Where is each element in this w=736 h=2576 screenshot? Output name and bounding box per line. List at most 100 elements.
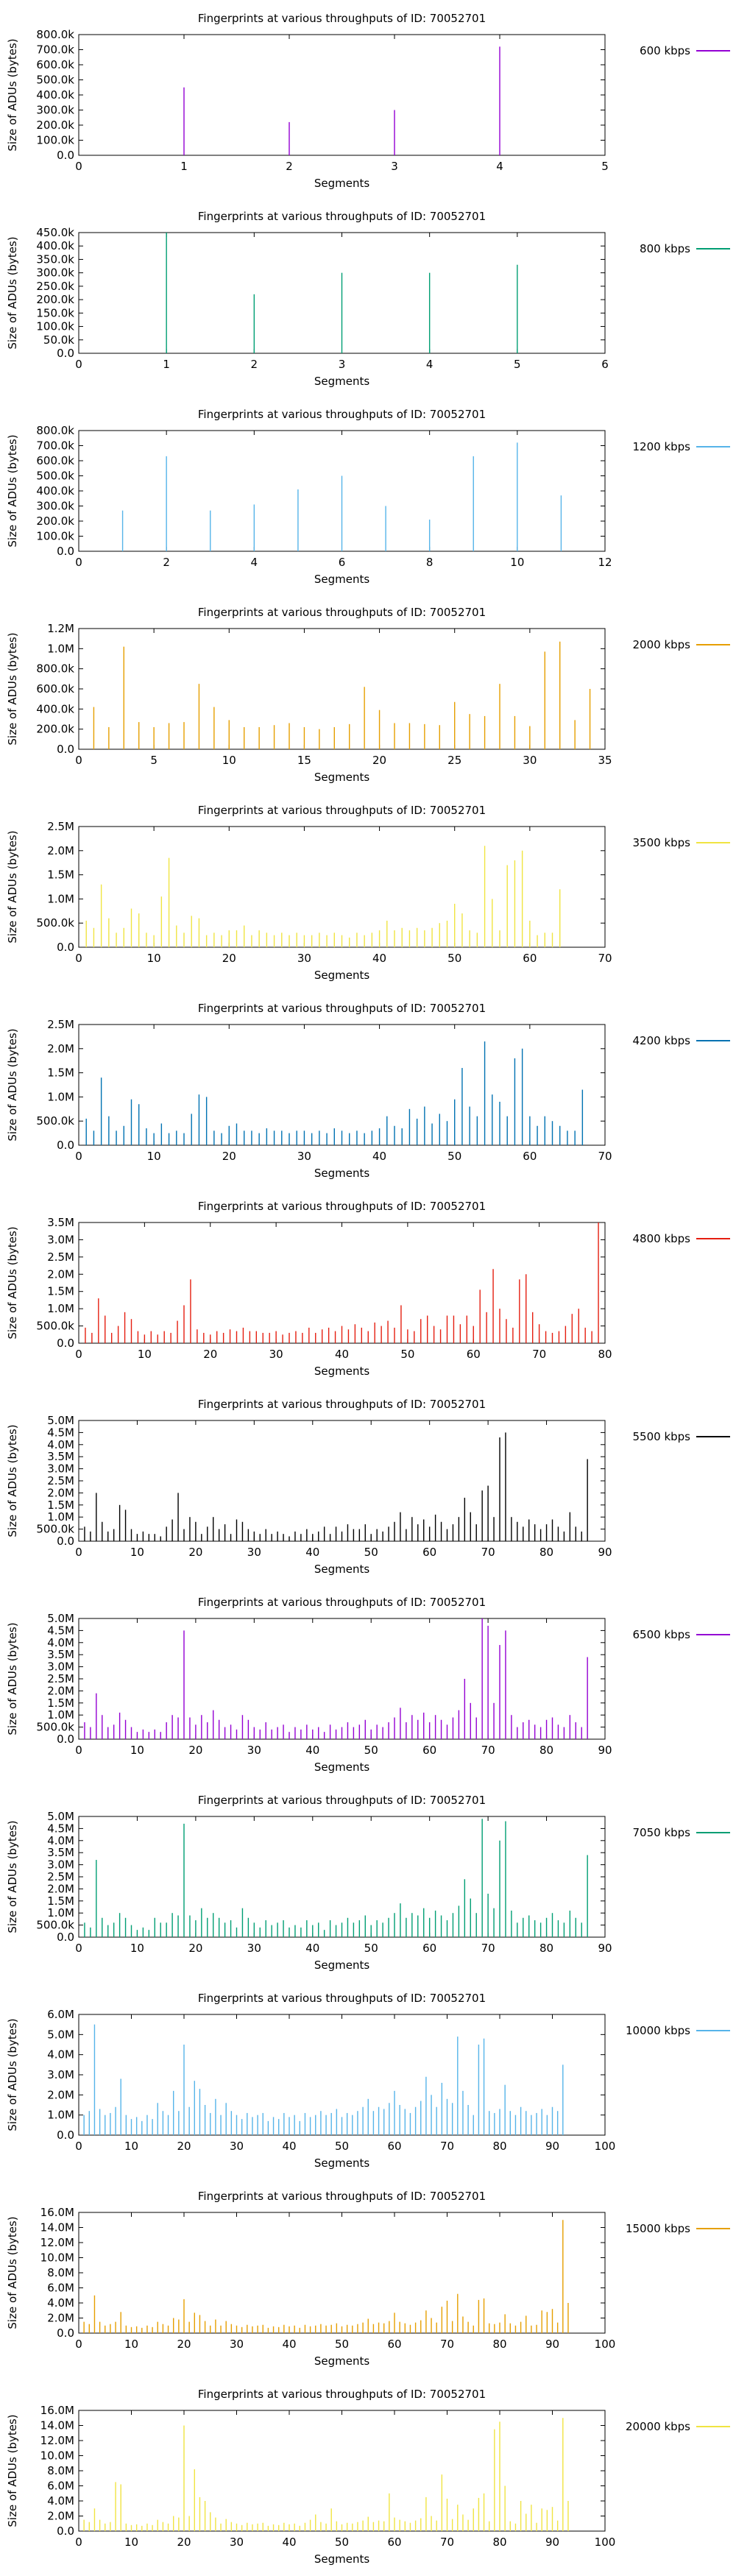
x-tick-label: 30: [297, 952, 311, 965]
x-axis-label: Segments: [314, 1958, 370, 1972]
x-tick-label: 40: [335, 1348, 349, 1361]
x-axis-label: Segments: [314, 1563, 370, 1576]
y-tick-label: 10.0M: [40, 2449, 74, 2463]
x-tick-label: 40: [282, 2338, 296, 2351]
y-tick-label: 500.0k: [36, 1721, 74, 1734]
x-tick-label: 20: [222, 1150, 236, 1163]
y-tick-label: 800.0k: [36, 424, 74, 437]
x-tick-label: 0: [75, 1546, 82, 1559]
chart-panel-11: Fingerprints at various throughputs of I…: [6, 1992, 730, 2170]
y-tick-label: 3.5M: [47, 1648, 74, 1661]
x-tick-label: 30: [247, 1942, 261, 1955]
y-tick-label: 1.5M: [47, 1498, 74, 1512]
x-tick-label: 80: [539, 1744, 553, 1757]
x-tick-label: 5: [514, 358, 521, 371]
y-tick-label: 3.0M: [47, 1660, 74, 1674]
y-tick-label: 4.0M: [47, 2296, 74, 2310]
y-tick-label: 1.5M: [47, 1285, 74, 1298]
y-tick-label: 3.0M: [47, 1462, 74, 1476]
plot-frame: [78, 2212, 606, 2334]
x-tick-label: 30: [297, 1150, 311, 1163]
chart-title: Fingerprints at various throughputs of I…: [198, 1794, 486, 1807]
y-tick-label: 2.0M: [47, 1267, 74, 1281]
x-tick-label: 6: [339, 556, 346, 569]
y-tick-label: 1.0M: [47, 1302, 74, 1315]
chart-title: Fingerprints at various throughputs of I…: [198, 804, 486, 817]
chart-panel-8: Fingerprints at various throughputs of I…: [6, 1398, 730, 1576]
x-tick-label: 4: [426, 358, 434, 371]
y-tick-label: 700.0k: [36, 439, 74, 453]
x-tick-label: 2: [286, 160, 293, 173]
y-tick-label: 800.0k: [36, 662, 74, 676]
x-axis-label: Segments: [314, 1761, 370, 1774]
y-tick-label: 600.0k: [36, 682, 74, 696]
y-tick-label: 2.5M: [47, 1672, 74, 1685]
y-tick-label: 0.0: [57, 941, 74, 954]
y-tick-label: 100.0k: [36, 134, 74, 147]
y-tick-label: 5.0M: [47, 1612, 74, 1625]
x-tick-label: 40: [372, 952, 386, 965]
legend-label: 7050 kbps: [633, 1826, 691, 1839]
y-tick-label: 300.0k: [36, 266, 74, 280]
x-axis-label: Segments: [314, 2156, 370, 2170]
y-axis-label: Size of ADUs (bytes): [6, 1622, 19, 1735]
x-tick-label: 50: [364, 1546, 378, 1559]
legend-label: 4800 kbps: [633, 1232, 691, 1245]
legend-label: 20000 kbps: [626, 2420, 690, 2433]
chart-panel-13: Fingerprints at various throughputs of I…: [6, 2388, 730, 2566]
x-tick-label: 0: [75, 358, 82, 371]
x-tick-label: 80: [492, 2536, 506, 2549]
y-tick-label: 4.0M: [47, 1636, 74, 1649]
legend-label: 6500 kbps: [633, 1628, 691, 1641]
y-tick-label: 200.0k: [36, 514, 74, 528]
y-tick-label: 100.0k: [36, 530, 74, 543]
y-tick-label: 0.0: [57, 743, 74, 756]
y-tick-label: 4.5M: [47, 1426, 74, 1439]
legend-label: 5500 kbps: [633, 1430, 691, 1443]
y-tick-label: 250.0k: [36, 280, 74, 293]
y-tick-label: 4.0M: [47, 2048, 74, 2062]
plot-frame: [78, 34, 606, 156]
y-tick-label: 3.5M: [47, 1450, 74, 1463]
x-tick-label: 10: [124, 2338, 138, 2351]
x-tick-label: 40: [305, 1744, 319, 1757]
y-tick-label: 100.0k: [36, 320, 74, 333]
chart-panel-2: Fingerprints at various throughputs of I…: [6, 210, 730, 388]
x-tick-label: 0: [75, 160, 82, 173]
y-tick-label: 0.0: [57, 1535, 74, 1548]
x-tick-label: 50: [364, 1744, 378, 1757]
y-tick-label: 450.0k: [36, 226, 74, 239]
chart-title: Fingerprints at various throughputs of I…: [198, 1200, 486, 1213]
y-tick-label: 400.0k: [36, 88, 74, 102]
x-tick-label: 60: [422, 1942, 436, 1955]
y-tick-label: 2.0M: [47, 2510, 74, 2523]
y-tick-label: 0.0: [57, 149, 74, 162]
y-tick-label: 12.0M: [40, 2434, 74, 2447]
chart-title: Fingerprints at various throughputs of I…: [198, 606, 486, 619]
plot-frame: [78, 2410, 606, 2532]
x-tick-label: 70: [598, 952, 612, 965]
x-tick-label: 2: [163, 556, 170, 569]
x-tick-label: 50: [335, 2140, 349, 2153]
x-tick-label: 20: [188, 1942, 202, 1955]
x-tick-label: 30: [247, 1744, 261, 1757]
y-axis-label: Size of ADUs (bytes): [6, 434, 19, 547]
legend-label: 800 kbps: [640, 242, 690, 255]
plot-frame: [78, 1816, 606, 1938]
x-tick-label: 50: [447, 952, 461, 965]
x-tick-label: 2: [251, 358, 258, 371]
chart-panel-10: Fingerprints at various throughputs of I…: [6, 1794, 730, 1972]
y-tick-label: 2.0M: [47, 844, 74, 857]
x-tick-label: 10: [124, 2140, 138, 2153]
y-tick-label: 0.0: [57, 545, 74, 558]
x-tick-label: 1: [163, 358, 170, 371]
x-tick-label: 20: [203, 1348, 217, 1361]
x-tick-label: 60: [387, 2536, 401, 2549]
y-tick-label: 16.0M: [40, 2206, 74, 2219]
y-tick-label: 1.2M: [47, 622, 74, 635]
x-tick-label: 80: [539, 1942, 553, 1955]
x-tick-label: 30: [230, 2140, 244, 2153]
x-tick-label: 5: [601, 160, 609, 173]
y-tick-label: 350.0k: [36, 252, 74, 266]
